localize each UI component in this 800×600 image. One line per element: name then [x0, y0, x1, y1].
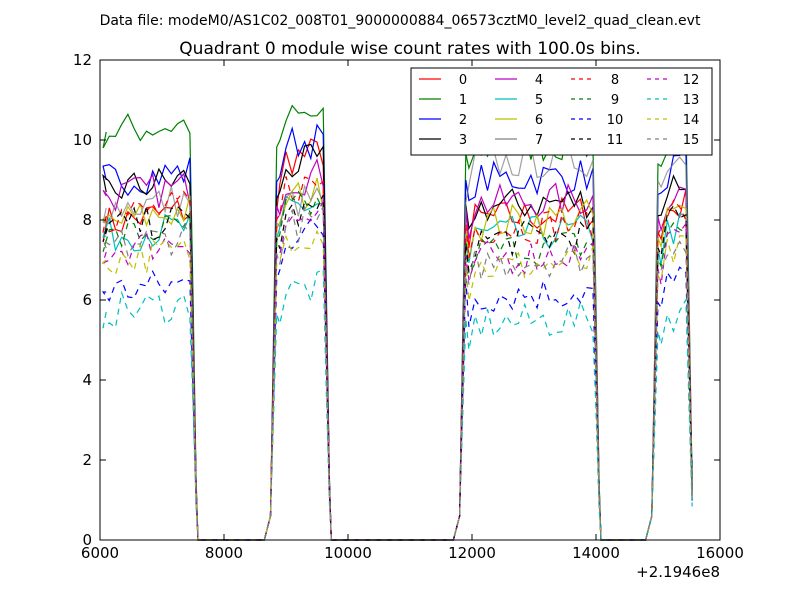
- legend-label-11: 11: [607, 133, 624, 148]
- x-tick-label: 6000: [81, 544, 119, 562]
- legend-label-2: 2: [459, 113, 467, 128]
- x-tick-label: 14000: [572, 544, 620, 562]
- legend-label-13: 13: [683, 93, 700, 108]
- y-tick-label: 0: [82, 531, 92, 549]
- series-line-12: [102, 199, 693, 541]
- legend-label-15: 15: [683, 133, 700, 148]
- legend-label-3: 3: [459, 133, 467, 148]
- x-tick-label: 10000: [324, 544, 372, 562]
- series-line-15: [101, 205, 693, 541]
- x-offset-label: +2.1946e8: [636, 563, 720, 581]
- legend-label-8: 8: [611, 73, 619, 88]
- y-tick-label: 12: [73, 51, 92, 69]
- series-layer: [101, 104, 693, 541]
- x-tick-label: 8000: [205, 544, 243, 562]
- legend-label-5: 5: [535, 93, 543, 108]
- series-line-14: [102, 229, 693, 541]
- y-tick-label: 4: [82, 371, 92, 389]
- legend-box: [410, 67, 713, 156]
- legend-label-4: 4: [535, 73, 543, 88]
- y-tick-label: 6: [82, 291, 92, 309]
- legend-label-9: 9: [611, 93, 619, 108]
- legend-label-6: 6: [535, 113, 543, 128]
- y-tick-label: 8: [82, 211, 92, 229]
- legend-label-0: 0: [459, 73, 467, 88]
- y-tick-label: 2: [82, 451, 92, 469]
- figure-suptitle: Data file: modeM0/AS1C02_008T01_90000008…: [100, 13, 701, 29]
- legend-label-10: 10: [607, 113, 624, 128]
- x-tick-label: 16000: [696, 544, 744, 562]
- x-tick-label: 12000: [448, 544, 496, 562]
- y-tick-label: 10: [73, 131, 92, 149]
- legend-label-14: 14: [683, 113, 700, 128]
- legend-label-7: 7: [535, 133, 543, 148]
- chart-title: Quadrant 0 module wise count rates with …: [179, 39, 640, 59]
- legend-label-1: 1: [459, 93, 467, 108]
- legend-label-12: 12: [683, 73, 700, 88]
- series-line-13: [102, 268, 693, 541]
